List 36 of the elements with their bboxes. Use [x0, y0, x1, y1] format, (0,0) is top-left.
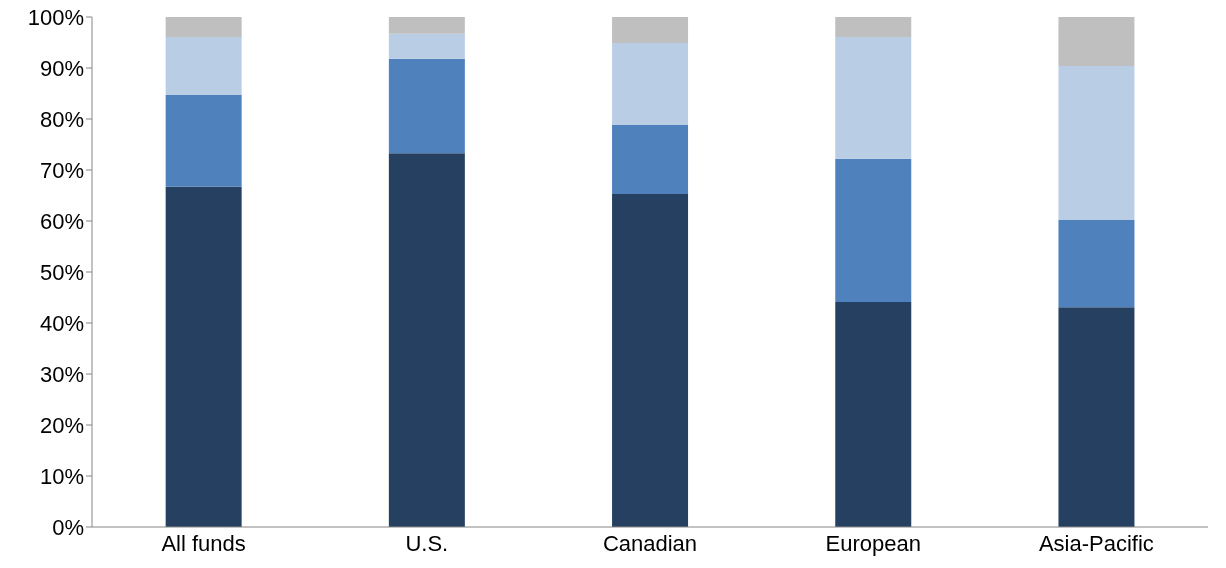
- bar: [165, 186, 242, 527]
- y-tick-label: 80%: [39, 106, 84, 132]
- bar: [835, 302, 912, 527]
- x-tick-label: All funds: [161, 530, 246, 556]
- y-tick-label: 30%: [39, 361, 84, 387]
- bar: [612, 43, 689, 126]
- bar: [388, 153, 465, 527]
- bar: [612, 17, 689, 44]
- bar: [165, 17, 242, 37]
- bar: [1058, 65, 1135, 220]
- x-tick-label: Canadian: [602, 530, 698, 556]
- bar: [1058, 307, 1135, 527]
- y-tick-label: 60%: [39, 208, 84, 234]
- x-tick-label: U.S.: [405, 530, 449, 556]
- bar: [1058, 17, 1135, 66]
- bar: [388, 17, 465, 34]
- y-tick-label: 50%: [39, 259, 84, 285]
- x-tick-label: Asia-Pacific: [1038, 530, 1154, 556]
- bar: [835, 158, 912, 303]
- bar: [165, 95, 242, 187]
- y-tick-label: 0%: [52, 514, 84, 540]
- y-tick-label: 10%: [39, 463, 84, 489]
- bar: [388, 33, 465, 59]
- bar: [388, 58, 465, 154]
- bar: [835, 17, 912, 37]
- x-tick-label: European: [825, 530, 921, 556]
- y-tick-label: 90%: [39, 55, 84, 81]
- y-tick-label: 40%: [39, 310, 84, 336]
- bar: [1058, 219, 1135, 308]
- y-tick-label: 70%: [39, 157, 84, 183]
- y-tick-label: 100%: [27, 4, 84, 30]
- bar: [612, 193, 689, 527]
- y-tick-label: 20%: [39, 412, 84, 438]
- bar: [165, 36, 242, 96]
- bar: [612, 125, 689, 194]
- bar: [835, 36, 912, 159]
